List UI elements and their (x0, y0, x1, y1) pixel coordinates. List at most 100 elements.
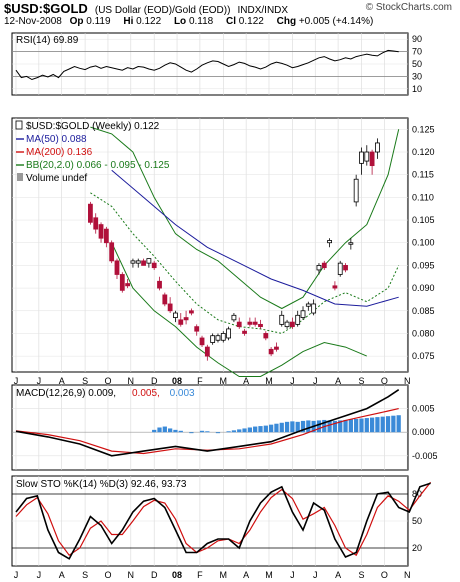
price-candle (130, 260, 136, 264)
close-label: Cl (226, 16, 237, 27)
price-xtick-label: N (128, 376, 135, 386)
price-candle (353, 178, 359, 203)
price-candle (188, 310, 194, 314)
sto-xtick-label: N (128, 570, 135, 580)
sto-xtick-label: J (313, 570, 318, 580)
macd-legend-1: 0.005, (132, 388, 160, 399)
price-candle (327, 240, 332, 244)
price-xtick-label: 08 (172, 376, 182, 386)
price-candle (369, 151, 375, 167)
price-candle (289, 321, 295, 328)
macd-histogram-bar (284, 421, 290, 433)
price-candle (109, 242, 115, 262)
price-ytick-label: 0.120 (412, 147, 435, 157)
sto-xtick-label: 08 (172, 570, 182, 580)
rsi-ytick-label: 70 (412, 47, 422, 57)
sto-xtick-label: S (82, 570, 88, 580)
sto-xtick-label: M (265, 570, 273, 580)
macd-histogram-bar (152, 429, 157, 433)
macd-histogram-bar (327, 420, 332, 433)
high-value: 0.122 (136, 16, 162, 27)
rsi-ytick-label: 30 (412, 71, 422, 81)
rsi-ytick-label: 90 (412, 34, 422, 44)
price-xtick-label: D (151, 376, 158, 386)
overlay-legend-1: MA(200) 0.136 (26, 147, 93, 158)
price-ytick-label: 0.115 (412, 170, 434, 180)
macd-histogram-bar (359, 418, 364, 433)
change-label: Chg (276, 16, 297, 27)
price-ytick-label: 0.105 (412, 215, 435, 225)
rsi-legend: RSI(14) 69.89 (16, 35, 79, 46)
price-candle (364, 151, 370, 162)
sto-xtick-label: S (358, 570, 364, 580)
sto-xtick-label: J (37, 570, 42, 580)
macd-histogram-bar (247, 427, 252, 433)
macd-histogram-bar (385, 416, 391, 433)
volume-legend-swatch (17, 173, 23, 181)
price-xtick-label: A (243, 376, 249, 386)
price-legend-swatch (15, 120, 23, 130)
price-candle (98, 224, 104, 239)
sto-xtick-label: O (381, 570, 388, 580)
macd-histogram-bar (306, 420, 311, 433)
macd-ytick-label: 0.000 (412, 427, 435, 437)
macd-histogram-bar (300, 420, 306, 433)
price-candle (359, 151, 364, 164)
price-candle (194, 326, 200, 332)
close-value: 0.122 (238, 16, 264, 27)
macd-histogram-bar (348, 419, 353, 433)
price-candle (167, 303, 173, 312)
price-candle (316, 265, 322, 271)
macd-histogram-bar (332, 420, 338, 433)
macd-histogram-bar (215, 432, 221, 434)
macd-histogram-bar (258, 426, 263, 433)
price-candle (337, 262, 343, 275)
chart-header: $USD:$GOLD (US Dollar (EOD)/Gold (EOD)) … (0, 0, 460, 30)
macd-histogram-bar (199, 430, 205, 433)
symbol-description: (US Dollar (EOD)/Gold (EOD)) (94, 5, 231, 16)
macd-histogram-bar (205, 431, 210, 433)
macd-ytick-label: 0.005 (412, 404, 435, 414)
macd-histogram-bar (316, 420, 322, 433)
sto-xtick-label: N (404, 570, 411, 580)
price-xtick-label: A (335, 376, 341, 386)
open-label: Op (69, 16, 84, 27)
overlay-legend-0: MA(50) 0.088 (26, 134, 87, 145)
price-xtick-label: O (104, 376, 111, 386)
sto-xtick-label: M (220, 570, 228, 580)
bollinger-lower-line (111, 242, 367, 377)
macd-histogram-bar (226, 431, 231, 433)
macd-histogram-bar (295, 421, 300, 433)
rsi-line (15, 49, 399, 81)
exchange-label: INDX/INDX (237, 5, 289, 16)
price-xtick-label: M (265, 376, 273, 386)
overlay-legend-3: Volume undef (26, 173, 87, 184)
macd-legend-2: 0.003 (170, 388, 195, 399)
macd-line (15, 389, 400, 457)
macd-histogram-bar (173, 429, 178, 433)
price-candle (284, 321, 290, 328)
price-ytick-label: 0.080 (412, 328, 435, 338)
high-label: Hi (123, 16, 134, 27)
price-candle (183, 317, 189, 321)
price-candle (263, 333, 269, 339)
price-xtick-label: S (82, 376, 88, 386)
price-ytick-label: 0.075 (412, 351, 435, 361)
macd-histogram-bar (162, 426, 167, 433)
macd-histogram-bar (279, 422, 284, 433)
sto-d-line (15, 481, 432, 557)
price-candle (215, 335, 221, 341)
price-candle (199, 337, 205, 346)
price-candle (258, 323, 263, 328)
price-candle (279, 314, 285, 325)
price-candle (348, 242, 354, 245)
price-legend: $USD:$GOLD (Weekly) 0.122 (26, 121, 160, 132)
macd-histogram-bar (263, 425, 268, 433)
price-xtick-label: N (404, 376, 411, 386)
low-value: 0.118 (188, 16, 214, 27)
sto-k-line (15, 482, 431, 560)
price-ytick-label: 0.085 (412, 306, 435, 316)
macd-histogram-bar (168, 428, 173, 433)
price-candle (141, 260, 146, 266)
